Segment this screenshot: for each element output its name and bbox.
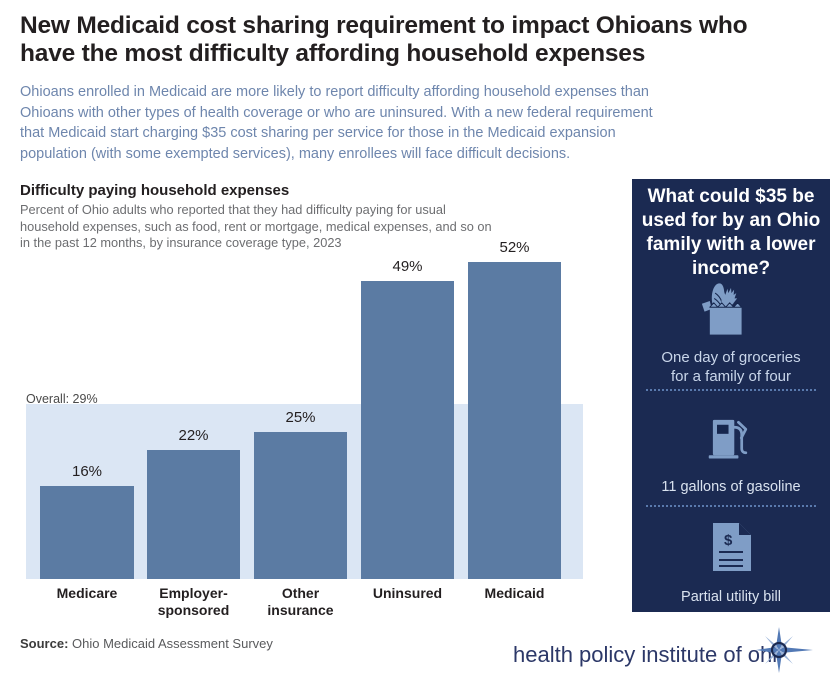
svg-text:$: $ bbox=[724, 532, 733, 549]
svg-text:health policy institute of ohi: health policy institute of ohi bbox=[513, 642, 777, 667]
